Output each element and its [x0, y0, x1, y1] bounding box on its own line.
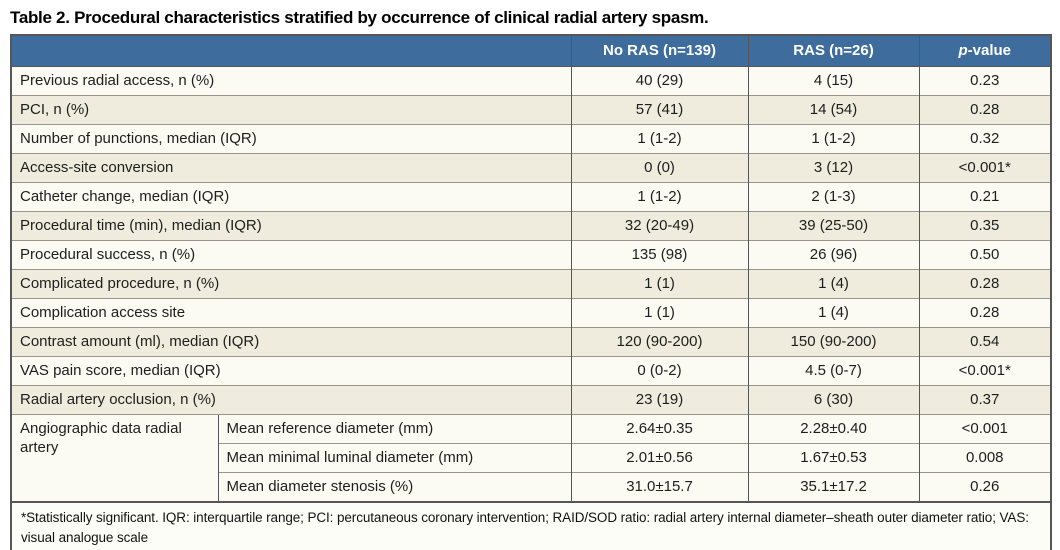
row-label: Procedural success, n (%)	[11, 240, 571, 270]
footnote: *Statistically significant. IQR: interqu…	[11, 501, 1051, 550]
no-ras-value: 1 (1-2)	[570, 124, 748, 154]
no-ras-value: 135 (98)	[570, 240, 748, 270]
no-ras-value: 1 (1)	[570, 269, 748, 299]
p-value: 0.32	[918, 124, 1051, 154]
header-empty-cell	[11, 35, 571, 67]
p-value: 0.35	[918, 211, 1051, 241]
table-row: Previous radial access, n (%) 40 (29) 4 …	[11, 66, 1051, 96]
p-value: 0.50	[918, 240, 1051, 270]
table-row: Catheter change, median (IQR) 1 (1-2) 2 …	[11, 182, 1051, 212]
ras-value: 35.1±17.2	[747, 472, 919, 502]
ras-value: 1 (4)	[747, 269, 919, 299]
no-ras-value: 31.0±15.7	[570, 472, 748, 502]
row-label: Procedural time (min), median (IQR)	[11, 211, 571, 241]
ras-value: 26 (96)	[747, 240, 919, 270]
angiographic-group-label: Angiographic data radial artery	[11, 414, 218, 502]
table-row: Complication access site 1 (1) 1 (4) 0.2…	[11, 298, 1051, 328]
no-ras-value: 0 (0-2)	[570, 356, 748, 386]
table-row-angiographic: Angiographic data radial artery Mean ref…	[11, 414, 1051, 502]
no-ras-value: 32 (20-49)	[570, 211, 748, 241]
row-label: Access-site conversion	[11, 153, 571, 183]
row-label: Catheter change, median (IQR)	[11, 182, 571, 212]
no-ras-value: 0 (0)	[570, 153, 748, 183]
table-row: Access-site conversion 0 (0) 3 (12) <0.0…	[11, 153, 1051, 183]
header-no-ras: No RAS (n=139)	[570, 35, 748, 67]
row-label: Mean minimal luminal diameter (mm)	[217, 443, 571, 473]
row-label: Complication access site	[11, 298, 571, 328]
ras-value: 1 (4)	[747, 298, 919, 328]
table-header: No RAS (n=139) RAS (n=26) p-value	[11, 35, 1051, 67]
table-body: Previous radial access, n (%) 40 (29) 4 …	[11, 66, 1051, 502]
no-ras-value: 2.01±0.56	[570, 443, 748, 473]
table-row: Radial artery occlusion, n (%) 23 (19) 6…	[11, 385, 1051, 415]
table-footer: *Statistically significant. IQR: interqu…	[11, 501, 1051, 550]
header-p-value: p-value	[918, 35, 1051, 67]
p-value: <0.001*	[918, 153, 1051, 183]
p-value: 0.23	[918, 66, 1051, 96]
p-value: <0.001	[918, 414, 1051, 444]
row-label: Complicated procedure, n (%)	[11, 269, 571, 299]
p-value: <0.001*	[918, 356, 1051, 386]
table-title: Table 2. Procedural characteristics stra…	[10, 8, 709, 27]
ras-value: 4 (15)	[747, 66, 919, 96]
p-value: 0.37	[918, 385, 1051, 415]
ras-value: 4.5 (0-7)	[747, 356, 919, 386]
header-ras: RAS (n=26)	[747, 35, 919, 67]
row-label: Mean reference diameter (mm)	[217, 414, 571, 444]
ras-value: 2 (1-3)	[747, 182, 919, 212]
p-value: 0.54	[918, 327, 1051, 357]
table-row: Procedural success, n (%) 135 (98) 26 (9…	[11, 240, 1051, 270]
table-row: VAS pain score, median (IQR) 0 (0-2) 4.5…	[11, 356, 1051, 386]
no-ras-value: 1 (1)	[570, 298, 748, 328]
no-ras-value: 23 (19)	[570, 385, 748, 415]
procedural-characteristics-table: No RAS (n=139) RAS (n=26) p-value Previo…	[10, 34, 1052, 550]
row-label: Mean diameter stenosis (%)	[217, 472, 571, 502]
p-value: 0.28	[918, 95, 1051, 125]
ras-value: 6 (30)	[747, 385, 919, 415]
no-ras-value: 40 (29)	[570, 66, 748, 96]
table-row: Number of punctions, median (IQR) 1 (1-2…	[11, 124, 1051, 154]
p-value: 0.28	[918, 298, 1051, 328]
p-value-rest: -value	[967, 42, 1012, 59]
row-label: Previous radial access, n (%)	[20, 72, 215, 89]
table-row: PCI, n (%) 57 (41) 14 (54) 0.28	[11, 95, 1051, 125]
p-value-italic: p	[958, 42, 968, 59]
p-value: 0.21	[918, 182, 1051, 212]
no-ras-value: 1 (1-2)	[570, 182, 748, 212]
row-label: Number of punctions, median (IQR)	[11, 124, 571, 154]
table-row-angiographic: Mean minimal luminal diameter (mm) 2.01±…	[11, 443, 1051, 473]
ras-value: 2.28±0.40	[747, 414, 919, 444]
no-ras-value: 120 (90-200)	[570, 327, 748, 357]
ras-value: 3 (12)	[747, 153, 919, 183]
ras-value: 150 (90-200)	[747, 327, 919, 357]
table-row: Complicated procedure, n (%) 1 (1) 1 (4)…	[11, 269, 1051, 299]
row-label: Contrast amount (ml), median (IQR)	[11, 327, 571, 357]
p-value: 0.008	[918, 443, 1051, 473]
ras-value: 14 (54)	[747, 95, 919, 125]
ras-value: 1.67±0.53	[747, 443, 919, 473]
p-value: 0.26	[918, 472, 1051, 502]
row-label: Radial artery occlusion, n (%)	[11, 385, 571, 415]
no-ras-value: 57 (41)	[570, 95, 748, 125]
footnote-row: *Statistically significant. IQR: interqu…	[11, 501, 1051, 550]
row-label: VAS pain score, median (IQR)	[11, 356, 571, 386]
p-value: 0.28	[918, 269, 1051, 299]
ras-value: 39 (25-50)	[747, 211, 919, 241]
table-row: Procedural time (min), median (IQR) 32 (…	[11, 211, 1051, 241]
ras-value: 1 (1-2)	[747, 124, 919, 154]
table-row: Contrast amount (ml), median (IQR) 120 (…	[11, 327, 1051, 357]
row-label: PCI, n (%)	[11, 95, 571, 125]
no-ras-value: 2.64±0.35	[570, 414, 748, 444]
header-row: No RAS (n=139) RAS (n=26) p-value	[11, 35, 1051, 67]
